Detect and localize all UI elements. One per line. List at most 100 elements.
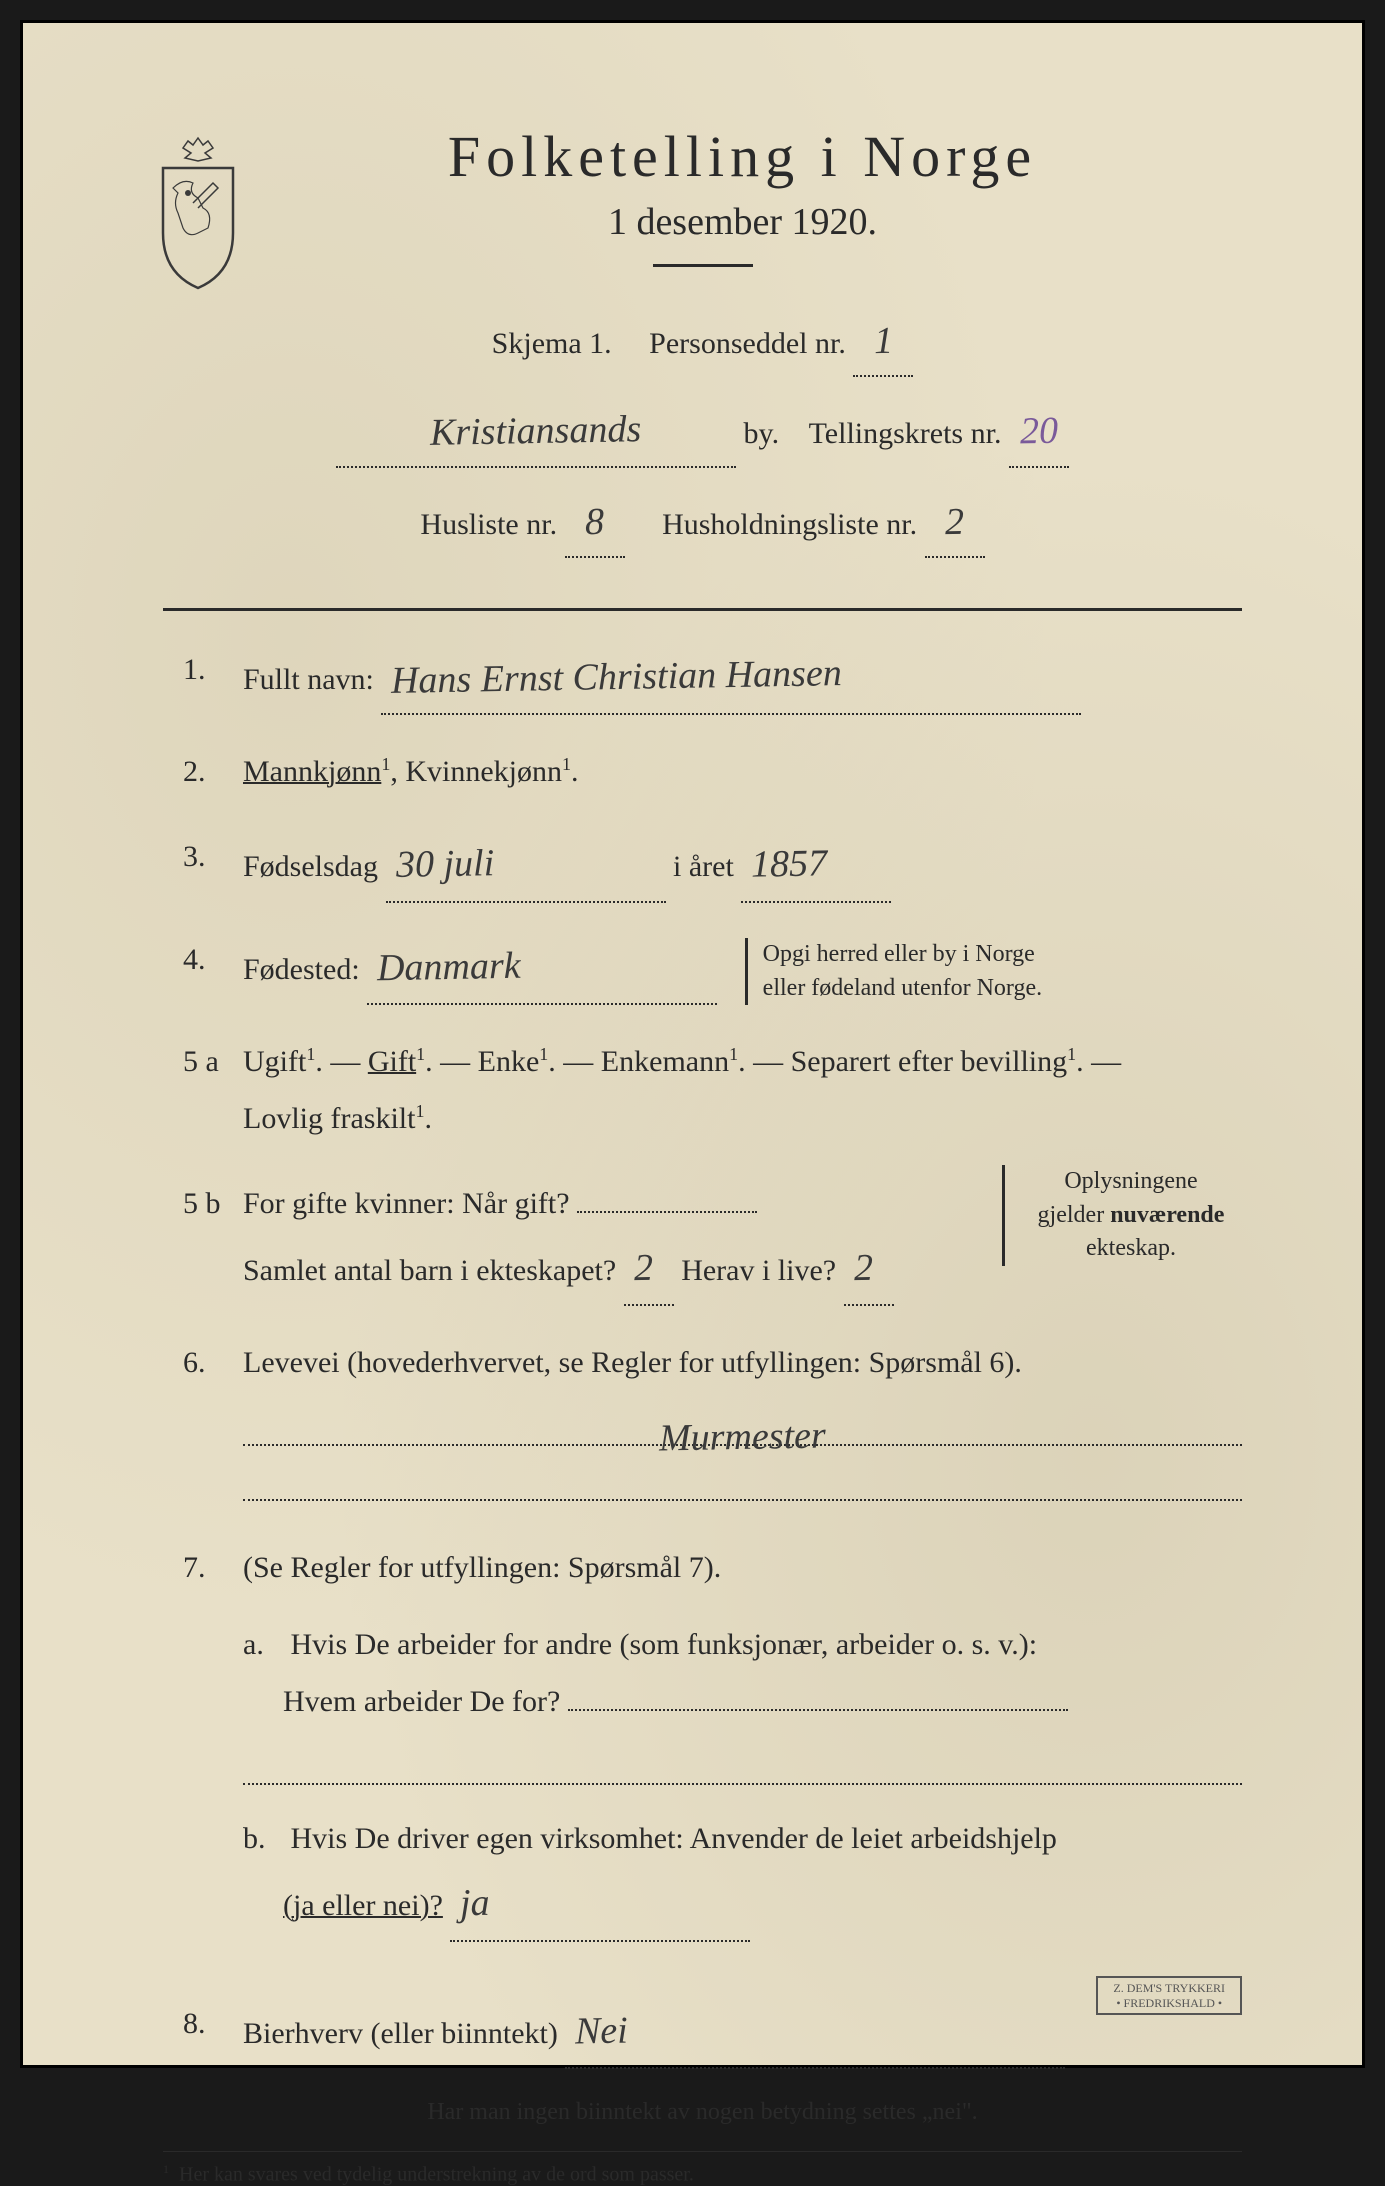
q5b-note-line3: ekteskap. — [1086, 1235, 1176, 1261]
document-header: Folketelling i Norge 1 desember 1920. Sk… — [163, 123, 1242, 558]
husliste-value: 8 — [584, 488, 604, 557]
q5b-live-label: Herav i live? — [681, 1254, 836, 1287]
husliste-field: 8 — [565, 488, 625, 558]
footnote: 1 Her kan svares ved tydelig understrekn… — [163, 2151, 1242, 2186]
census-document: Folketelling i Norge 1 desember 1920. Sk… — [20, 20, 1365, 2068]
question-6: 6. Levevei (hovederhvervet, se Regler fo… — [183, 1334, 1242, 1511]
q7b-text2: (ja eller nei)? — [283, 1889, 443, 1922]
q2-content: Mannkjønn1, Kvinnekjønn1. — [243, 743, 1242, 800]
footnote-text: Her kan svares ved tydelig understreknin… — [179, 2163, 694, 2185]
q3-year-label: i året — [673, 850, 734, 883]
question-5b: 5 b Oplysningene gjelder gjelder nuværen… — [183, 1175, 1242, 1306]
q7-num: 7. — [183, 1539, 243, 1596]
city-line: Kristiansands by. Tellingskrets nr. 20 — [163, 397, 1242, 467]
q5a-num: 5 a — [183, 1033, 243, 1090]
q7b-text: Hvis De driver egen virksomhet: Anvender… — [291, 1822, 1057, 1855]
husholdning-value: 2 — [944, 488, 964, 557]
question-4: 4. Fødested: Danmark Opgi herred eller b… — [183, 931, 1242, 1006]
q5b-live-field: 2 — [844, 1232, 894, 1306]
q4-note-line1: Opgi herred eller by i Norge — [763, 941, 1035, 967]
q8-content: Bierhverv (eller biinntekt) Nei — [243, 1995, 1242, 2069]
personseddel-field: 1 — [853, 307, 913, 377]
q2-num: 2. — [183, 743, 243, 800]
q5a-enke: Enke — [478, 1045, 540, 1078]
husliste-line: Husliste nr. 8 Husholdningsliste nr. 2 — [163, 488, 1242, 558]
q7b-value: ja — [460, 1867, 491, 1940]
q5a-separert: Separert efter bevilling — [791, 1045, 1068, 1078]
q5a-content: Ugift1. — Gift1. — Enke1. — Enkemann1. —… — [243, 1033, 1242, 1147]
header-divider — [163, 608, 1242, 611]
q4-note: Opgi herred eller by i Norge eller fødel… — [745, 938, 1042, 1005]
q5b-content: Oplysningene gjelder gjelder nuværendenu… — [243, 1175, 1242, 1306]
questions-section: 1. Fullt navn: Hans Ernst Christian Hans… — [163, 641, 1242, 2069]
q4-label: Fødested: — [243, 953, 360, 986]
q8-field: Nei — [565, 1995, 1065, 2069]
q7a-text2: Hvem arbeider De for? — [283, 1685, 560, 1718]
q1-num: 1. — [183, 641, 243, 698]
q2-mann: Mannkjønn — [243, 755, 381, 788]
city-suffix: by. — [744, 417, 780, 450]
husholdning-label: Husholdningsliste nr. — [662, 508, 917, 541]
q3-day-field: 30 juli — [386, 828, 666, 902]
footer-note: Har man ingen biinntekt av nogen betydni… — [163, 2099, 1242, 2126]
coat-of-arms-icon — [143, 133, 253, 293]
q2-sup2: 1 — [562, 754, 571, 774]
q3-label: Fødselsdag — [243, 850, 378, 883]
q5b-barn-value: 2 — [633, 1232, 653, 1305]
q5b-live-value: 2 — [853, 1232, 873, 1305]
header-form: Skjema 1. Personseddel nr. 1 Kristiansan… — [163, 307, 1242, 558]
q7b-field: ja — [450, 1867, 750, 1941]
q8-label: Bierhverv (eller biinntekt) — [243, 2017, 558, 2050]
city-value: Kristiansands — [430, 396, 642, 468]
husholdning-field: 2 — [925, 488, 985, 558]
question-2: 2. Mannkjønn1, Kvinnekjønn1. — [183, 743, 1242, 800]
tellingskrets-label: Tellingskrets nr. — [809, 417, 1002, 450]
q5b-barn-field: 2 — [624, 1232, 674, 1306]
document-subtitle: 1 desember 1920. — [163, 200, 1242, 244]
q7a-text: Hvis De arbeider for andre (som funksjon… — [291, 1628, 1038, 1661]
question-1: 1. Fullt navn: Hans Ernst Christian Hans… — [183, 641, 1242, 715]
q6-content: Levevei (hovederhvervet, se Regler for u… — [243, 1334, 1242, 1511]
q7a-field — [568, 1709, 1068, 1711]
q5a-enkemann: Enkemann — [601, 1045, 729, 1078]
question-5a: 5 a Ugift1. — Gift1. — Enke1. — Enkemann… — [183, 1033, 1242, 1147]
document-title: Folketelling i Norge — [163, 123, 1242, 190]
q4-num: 4. — [183, 931, 243, 988]
q5b-note-line2: gjelder gjelder nuværendenuværende — [1038, 1202, 1225, 1228]
q3-content: Fødselsdag 30 juli i året 1857 — [243, 828, 1242, 902]
q2-sup1: 1 — [381, 754, 390, 774]
q5b-barn-label: Samlet antal barn i ekteskapet? — [243, 1254, 616, 1287]
husliste-label: Husliste nr. — [420, 508, 557, 541]
question-3: 3. Fødselsdag 30 juli i året 1857 — [183, 828, 1242, 902]
skjema-line: Skjema 1. Personseddel nr. 1 — [163, 307, 1242, 377]
printer-stamp: Z. DEM'S TRYKKERI • FREDRIKSHALD • — [1096, 1976, 1242, 2015]
q4-note-line2: eller fødeland utenfor Norge. — [763, 975, 1042, 1001]
q5a-gift: Gift — [368, 1045, 416, 1078]
q4-field: Danmark — [367, 931, 717, 1005]
q1-value: Hans Ernst Christian Hansen — [391, 637, 843, 717]
q4-value: Danmark — [377, 929, 522, 1004]
q7b-letter: b. — [243, 1810, 283, 1867]
city-field: Kristiansands — [336, 397, 736, 467]
q6-value: Murmester — [658, 1400, 826, 1475]
q5b-gift-label: For gifte kvinner: Når gift? — [243, 1187, 570, 1220]
q3-day-value: 30 juli — [395, 828, 494, 902]
skjema-label: Skjema 1. — [492, 327, 612, 360]
q4-content: Fødested: Danmark Opgi herred eller by i… — [243, 931, 1242, 1006]
q7a-field-2 — [243, 1740, 1242, 1785]
stamp-line1: Z. DEM'S TRYKKERI — [1113, 1981, 1225, 1995]
q7a: a. Hvis De arbeider for andre (som funks… — [243, 1616, 1242, 1785]
footnote-num: 1 — [163, 2162, 169, 2176]
q1-label: Fullt navn: — [243, 663, 374, 696]
q6-label: Levevei (hovederhvervet, se Regler for u… — [243, 1346, 1022, 1379]
q6-field: Murmester — [243, 1401, 1242, 1446]
tellingskrets-field: 20 — [1009, 397, 1069, 467]
q5b-gift-field — [577, 1211, 757, 1213]
q5a-fraskilt: Lovlig fraskilt — [243, 1102, 415, 1135]
title-divider — [653, 264, 753, 267]
q5b-num: 5 b — [183, 1175, 243, 1232]
q3-num: 3. — [183, 828, 243, 885]
personseddel-value: 1 — [873, 307, 893, 376]
shield-svg — [143, 133, 253, 293]
q8-num: 8. — [183, 1995, 243, 2052]
